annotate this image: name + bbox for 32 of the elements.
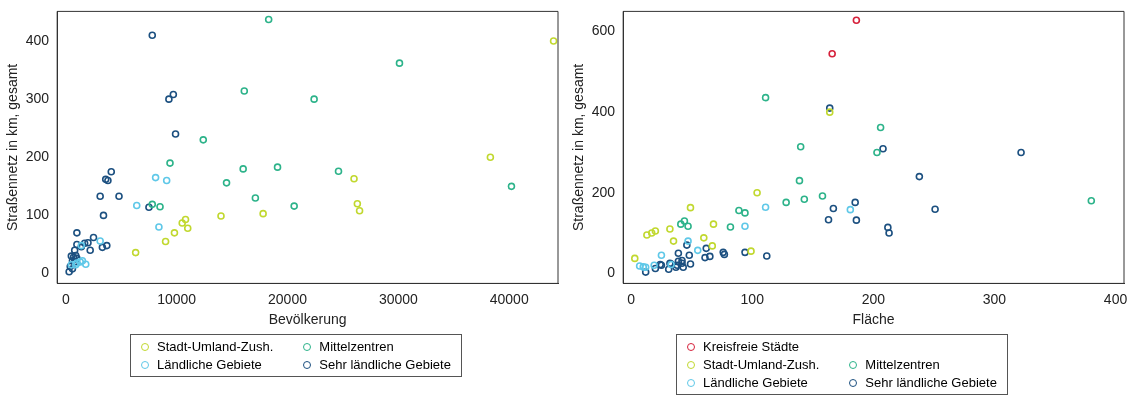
x-tick-label: 40000 [489,290,529,307]
legend-label: Ländliche Gebiete [157,357,262,372]
y-tick-label: 400 [591,103,616,119]
x-tick-label: 100 [740,290,765,307]
y-tick-label: 200 [25,148,50,165]
x-tick-label: 20000 [268,290,308,307]
y-tick-label: 200 [591,183,616,200]
legend-label: Mittelzentren [319,339,394,354]
legend-label: Sehr ländliche Gebiete [865,375,997,390]
legend-label: Stadt-Umland-Zush. [157,339,274,354]
y-tick-label: 300 [25,90,50,107]
x-tick-label: 0 [61,290,70,307]
legend-label: Ländliche Gebiete [703,375,808,390]
y-tick-label: 0 [607,264,616,281]
x-tick-label: 30000 [378,290,419,307]
legend-label: Stadt-Umland-Zush. [703,357,820,372]
y-tick-label: 0 [41,264,50,281]
y-tick-label: 600 [591,22,616,39]
x-tick-label: 200 [861,290,886,307]
x-tick-label: 0 [627,290,636,307]
x-tick-label: 300 [982,290,1007,307]
x-axis-title: Fläche [852,311,895,328]
y-axis-title: Straßennetz in km, gesamt [4,63,21,232]
legend-label: Sehr ländliche Gebiete [319,357,451,372]
y-axis-title: Straßennetz in km, gesamt [570,63,587,232]
y-tick-label: 100 [25,206,50,223]
y-tick-label: 400 [25,31,50,48]
legend-label: Kreisfreie Städte [703,339,800,354]
x-tick-label: 10000 [157,290,197,307]
x-tick-label: 400 [1103,290,1128,307]
legend-label: Mittelzentren [865,357,940,372]
x-axis-title: Bevölkerung [268,311,347,328]
